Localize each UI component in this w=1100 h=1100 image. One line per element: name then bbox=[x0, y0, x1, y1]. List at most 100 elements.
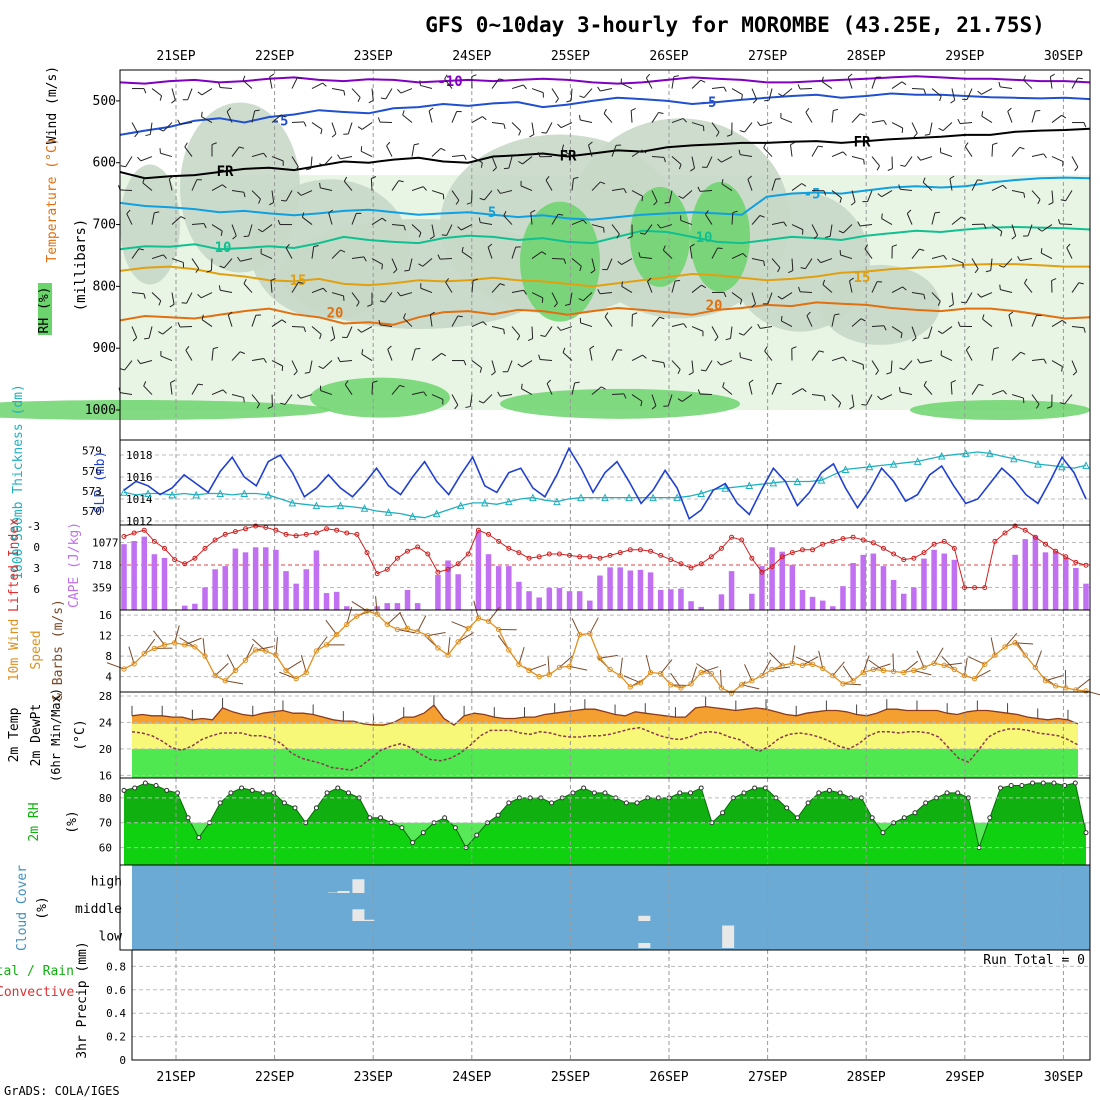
wind-barb bbox=[191, 383, 199, 395]
wind-barb-flag bbox=[806, 311, 811, 317]
wind-barb bbox=[1031, 153, 1044, 158]
wind-barb bbox=[291, 77, 298, 89]
wind-barb-flag bbox=[1051, 278, 1057, 282]
wind-barb-flag bbox=[800, 267, 806, 270]
cape-bar bbox=[323, 593, 330, 610]
wind-barb bbox=[706, 156, 713, 168]
wind-barb bbox=[751, 215, 761, 225]
wind-speed-point bbox=[799, 662, 806, 669]
wind-barb-flag bbox=[777, 295, 783, 300]
wind-barb bbox=[1059, 223, 1073, 226]
precip-tick-0.6: 0.6 bbox=[106, 984, 126, 997]
wind-barb-flag bbox=[1043, 153, 1047, 159]
wind-barb-flag bbox=[739, 130, 745, 133]
rh-2m-point bbox=[324, 790, 330, 796]
wind-barb bbox=[131, 122, 139, 134]
wind-barb bbox=[831, 314, 835, 327]
rh-2m-panel: 60 70 80 2m RH (%) bbox=[27, 777, 1091, 866]
rh-2m-point bbox=[816, 790, 822, 796]
thickness-point bbox=[264, 490, 273, 499]
wind-barb-flag bbox=[825, 235, 831, 238]
wind-barb bbox=[922, 181, 933, 191]
wind-barb bbox=[428, 110, 433, 123]
wind-barb bbox=[191, 223, 204, 226]
wind-barb-flag bbox=[697, 186, 701, 192]
wind-barb-flag bbox=[561, 144, 565, 150]
temp-2m-line bbox=[131, 704, 1079, 726]
cape-bar bbox=[1032, 536, 1039, 610]
wind-speed-point bbox=[202, 653, 208, 659]
wind-speed-point bbox=[252, 647, 259, 653]
wind-barb-flag bbox=[823, 190, 827, 196]
bottom-date-26SEP: 26SEP bbox=[649, 1070, 688, 1085]
wind-barb-flag bbox=[934, 211, 940, 214]
wind-barb-flag bbox=[553, 302, 558, 308]
cape-bar bbox=[141, 536, 148, 610]
wind-barb bbox=[671, 156, 682, 165]
wind-barb-flag bbox=[579, 265, 582, 272]
wind-10m-barb bbox=[569, 665, 588, 671]
wind-barb-flag bbox=[437, 254, 441, 260]
cape-bar bbox=[819, 600, 826, 610]
wind-barb-flag bbox=[171, 99, 176, 104]
wind-barb-flag bbox=[492, 167, 497, 172]
wind-10m-barb bbox=[214, 662, 229, 676]
cape-bar bbox=[151, 554, 158, 610]
top-date-21SEP: 21SEP bbox=[156, 49, 195, 64]
wind-barb-flag bbox=[163, 254, 167, 260]
lifted-index-point bbox=[708, 554, 714, 560]
wind-barb bbox=[931, 212, 936, 225]
cape-bar bbox=[769, 547, 775, 610]
wind-barb-flag bbox=[379, 300, 385, 303]
wind-barb-flag bbox=[887, 168, 893, 171]
wind-barb bbox=[881, 218, 893, 225]
wind-barb-flag bbox=[313, 245, 319, 248]
rh-2m-point bbox=[313, 805, 319, 811]
wind-barb bbox=[965, 292, 973, 304]
wind-barb bbox=[310, 156, 313, 169]
rh-2m-point bbox=[570, 790, 576, 796]
wind-barb bbox=[1051, 156, 1064, 162]
wind-barb-flag bbox=[1019, 146, 1025, 150]
lifted-index-point bbox=[435, 569, 441, 575]
wind-barb-flag bbox=[748, 379, 754, 384]
wind-barb bbox=[151, 254, 164, 260]
cape-bar bbox=[293, 583, 299, 610]
wind-10m-barb bbox=[842, 665, 854, 682]
wind-barb bbox=[391, 180, 400, 191]
precip-tick-0.2: 0.2 bbox=[106, 1031, 126, 1044]
wind-barb-flag bbox=[849, 277, 854, 282]
wind-barb-flag bbox=[917, 358, 921, 364]
wind-barb-flag bbox=[978, 383, 984, 386]
wind-barb bbox=[651, 112, 659, 123]
rh-2m-point bbox=[228, 790, 234, 796]
wind-barb bbox=[361, 353, 373, 361]
lifted-index-point bbox=[1022, 527, 1028, 533]
thickness-point bbox=[288, 498, 297, 507]
wind-barb bbox=[620, 83, 633, 89]
cape-bar bbox=[880, 566, 887, 610]
wind-barb bbox=[271, 360, 283, 367]
wind-10m-barb bbox=[457, 632, 474, 643]
lifted-index-point bbox=[972, 585, 978, 591]
temp-tick-16: 16 bbox=[99, 769, 112, 782]
wind-barb bbox=[630, 110, 633, 123]
wind-barb bbox=[951, 216, 962, 225]
wind-barb bbox=[444, 78, 453, 89]
wind-barb bbox=[411, 224, 422, 233]
wind-barb bbox=[351, 88, 361, 98]
rh-2m-point bbox=[602, 790, 608, 796]
thickness-point bbox=[456, 501, 465, 510]
wind-barb bbox=[251, 394, 260, 405]
wind-tick-16: 16 bbox=[99, 609, 112, 622]
wind-speed-point bbox=[647, 669, 654, 676]
wind-barb-flag bbox=[604, 312, 609, 317]
wind-barb-flag bbox=[742, 253, 747, 258]
wind-speed-point bbox=[921, 664, 927, 671]
wind-speed-point bbox=[293, 675, 299, 682]
wind-barb-flag bbox=[1057, 219, 1061, 225]
wind-barb bbox=[864, 248, 873, 259]
wind-barb bbox=[124, 360, 133, 371]
wind-barb-flag bbox=[195, 268, 200, 273]
wind-barb bbox=[223, 258, 233, 269]
